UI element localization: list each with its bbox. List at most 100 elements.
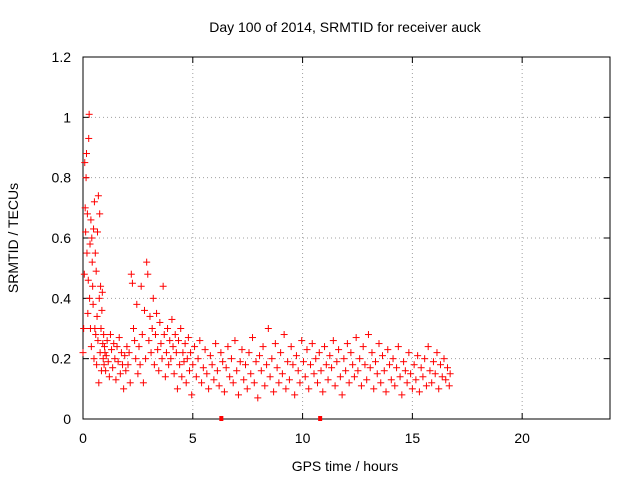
data-point xyxy=(96,210,104,218)
data-point xyxy=(151,331,159,339)
data-point xyxy=(217,349,225,357)
data-point xyxy=(93,228,101,236)
data-point xyxy=(393,364,401,372)
data-point xyxy=(128,279,136,287)
data-point xyxy=(153,309,161,317)
data-point xyxy=(95,294,103,302)
data-point xyxy=(379,352,387,360)
data-point xyxy=(422,382,430,390)
data-point xyxy=(95,379,103,387)
data-point xyxy=(264,325,272,332)
data-point xyxy=(164,325,172,332)
data-point xyxy=(159,282,167,290)
data-point xyxy=(147,349,155,357)
data-point xyxy=(417,364,425,372)
data-point xyxy=(414,352,422,360)
data-point xyxy=(87,216,95,224)
data-point xyxy=(89,300,97,308)
grid-lines xyxy=(83,57,610,419)
data-point xyxy=(181,340,189,348)
y-tick-label: 0.4 xyxy=(52,290,72,306)
data-point xyxy=(386,361,394,369)
data-point xyxy=(305,385,313,393)
data-point xyxy=(172,349,180,357)
data-point xyxy=(80,325,88,332)
data-point xyxy=(361,361,369,369)
data-point xyxy=(103,337,111,345)
data-point xyxy=(259,343,267,351)
data-point xyxy=(319,388,327,396)
data-point xyxy=(99,340,107,348)
data-point xyxy=(396,373,404,381)
data-point xyxy=(109,364,117,372)
data-point xyxy=(368,349,376,357)
data-point xyxy=(213,367,221,375)
data-point xyxy=(148,325,156,332)
data-point xyxy=(433,349,441,357)
data-point xyxy=(88,258,96,266)
data-point xyxy=(162,349,170,357)
data-point xyxy=(176,361,184,369)
data-point xyxy=(419,373,427,381)
data-point xyxy=(436,361,444,369)
data-point xyxy=(303,346,311,354)
x-axis-marker xyxy=(318,416,323,421)
data-point xyxy=(329,337,337,345)
data-point xyxy=(80,270,88,278)
data-point xyxy=(81,204,89,212)
y-tick-label: 1.2 xyxy=(52,49,72,65)
data-point xyxy=(201,346,209,354)
data-point xyxy=(158,355,166,363)
data-point xyxy=(189,361,197,369)
data-point xyxy=(94,192,102,200)
data-points xyxy=(79,110,454,402)
data-point xyxy=(250,379,258,387)
data-point xyxy=(446,370,454,378)
data-point xyxy=(224,343,232,351)
data-point xyxy=(120,385,128,393)
data-point xyxy=(98,288,106,296)
data-point xyxy=(124,361,132,369)
data-point xyxy=(389,355,397,363)
data-point xyxy=(92,267,100,275)
data-point xyxy=(363,376,371,384)
data-point xyxy=(336,373,344,381)
data-point xyxy=(123,343,131,351)
data-point xyxy=(183,355,191,363)
data-point xyxy=(93,312,101,320)
data-point xyxy=(234,391,242,399)
data-point xyxy=(421,355,429,363)
data-point xyxy=(105,373,113,381)
data-point xyxy=(220,388,228,396)
data-point xyxy=(115,334,123,342)
data-point xyxy=(408,385,416,393)
data-point xyxy=(101,349,109,357)
data-point xyxy=(345,379,353,387)
data-point xyxy=(356,355,364,363)
data-point xyxy=(227,355,235,363)
data-point xyxy=(171,331,179,339)
data-point xyxy=(91,249,99,257)
data-point xyxy=(444,364,452,372)
data-point xyxy=(102,367,110,375)
data-point xyxy=(263,361,271,369)
data-point xyxy=(424,343,432,351)
data-point xyxy=(299,358,307,366)
data-point xyxy=(199,364,207,372)
data-point xyxy=(83,249,91,257)
data-point xyxy=(127,270,135,278)
data-point xyxy=(125,349,133,357)
data-point xyxy=(86,240,94,248)
data-point xyxy=(326,352,334,360)
data-point xyxy=(236,358,244,366)
data-point xyxy=(136,361,144,369)
data-point xyxy=(122,367,130,375)
data-point xyxy=(210,376,218,384)
data-point xyxy=(387,376,395,384)
data-point xyxy=(292,352,300,360)
data-point xyxy=(403,379,411,387)
data-point xyxy=(354,367,362,375)
data-point xyxy=(178,373,186,381)
data-point xyxy=(384,346,392,354)
